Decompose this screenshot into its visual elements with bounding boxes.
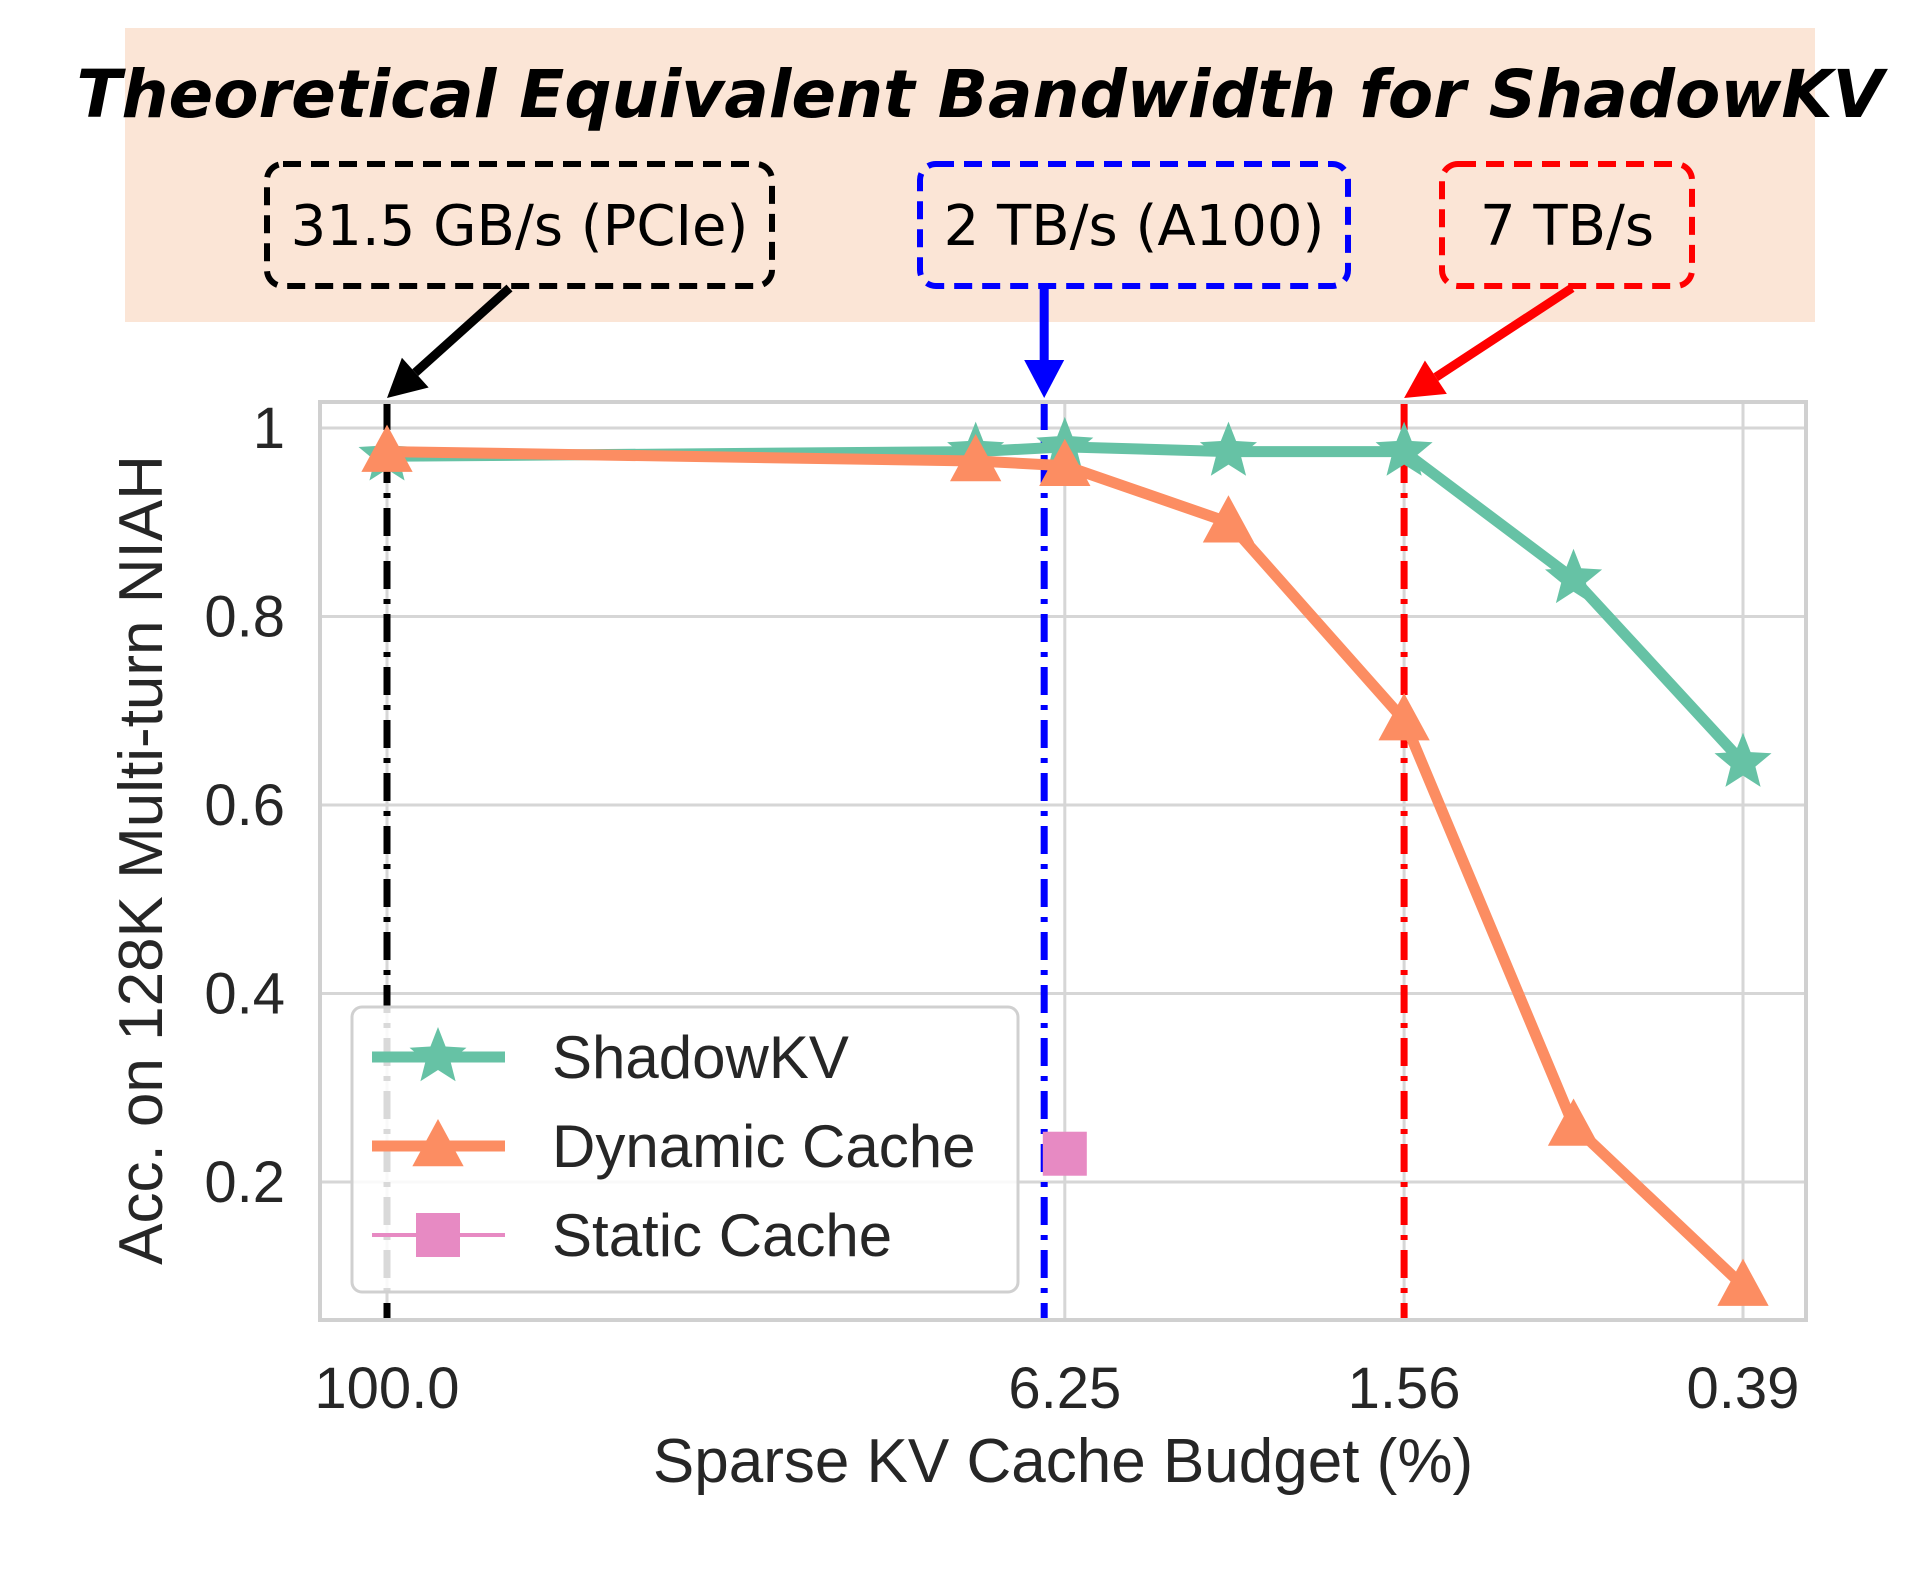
data-point-1-6 — [1717, 1258, 1769, 1306]
bandwidth-arrow-shaft-2 — [1433, 284, 1575, 381]
legend-marker-1 — [412, 1119, 464, 1167]
data-point-1-4 — [1378, 693, 1430, 741]
legend-marker-0 — [409, 1027, 467, 1082]
plot-frame — [318, 400, 1808, 1322]
bandwidth-arrow-head-2 — [1404, 360, 1447, 398]
data-point-1-3 — [1202, 495, 1255, 543]
bandwidth-box-0 — [264, 161, 775, 289]
y-tick-label-2: 0.6 — [204, 773, 285, 838]
x-tick-label-0: 100.0 — [314, 1356, 459, 1421]
data-point-0-4 — [1375, 421, 1433, 476]
series — [358, 416, 1772, 1306]
legend-label-0: ShadowKV — [552, 1024, 849, 1091]
data-point-0-5 — [1545, 548, 1603, 604]
legend: ShadowKV Dynamic Cache Static Cache — [350, 1005, 1020, 1294]
legend-marker-2 — [416, 1213, 460, 1257]
series-static-cache — [1042, 1131, 1087, 1176]
data-point-1-0 — [361, 424, 413, 472]
data-point-1-1 — [950, 433, 1002, 482]
bandwidth-arrow-shaft-0 — [412, 284, 513, 376]
banner-background — [125, 28, 1815, 322]
legend-label-2: Static Cache — [552, 1202, 892, 1269]
bandwidth-label-2: 7 TB/s — [1480, 194, 1654, 259]
bandwidth-markers: 31.5 GB/s (PCIe) 2 TB/s (A100) 7 TB/s — [264, 161, 1695, 398]
y-tick-label-3: 0.8 — [204, 585, 285, 650]
x-axis-label: Sparse KV Cache Budget (%) — [653, 1427, 1473, 1496]
bandwidth-label-1: 2 TB/s (A100) — [944, 194, 1325, 259]
series-dynamic-cache — [361, 424, 1769, 1306]
legend-label-1: Dynamic Cache — [552, 1113, 976, 1180]
y-tick-label-1: 0.4 — [204, 962, 285, 1027]
chart-title: Theoretical Equivalent Bandwidth for Sha… — [76, 56, 1888, 133]
x-tick-label-1: 6.25 — [1008, 1356, 1121, 1421]
data-point-1-5 — [1547, 1098, 1600, 1146]
bandwidth-box-1 — [917, 161, 1351, 289]
data-point-2-0 — [1042, 1131, 1087, 1176]
data-point-0-6 — [1714, 732, 1772, 787]
bandwidth-arrow-head-0 — [387, 357, 429, 398]
y-ticks: 0.2 0.4 0.6 0.8 1 — [204, 396, 285, 1215]
legend-box — [350, 1005, 1020, 1294]
data-point-0-3 — [1199, 421, 1257, 476]
data-point-1-2 — [1039, 438, 1091, 486]
y-axis-label: Acc. on 128K Multi-turn NIAH — [107, 455, 176, 1265]
y-tick-label-4: 1 — [253, 396, 285, 461]
bandwidth-label-0: 31.5 GB/s (PCIe) — [291, 194, 749, 259]
x-tick-label-3: 0.39 — [1687, 1356, 1800, 1421]
y-tick-label-0: 0.2 — [204, 1150, 285, 1215]
x-tick-label-2: 1.56 — [1348, 1356, 1461, 1421]
bandwidth-arrow-head-1 — [1024, 360, 1065, 398]
x-ticks: 100.0 6.25 1.56 0.39 — [314, 1356, 1799, 1421]
bandwidth-box-2 — [1439, 161, 1695, 289]
